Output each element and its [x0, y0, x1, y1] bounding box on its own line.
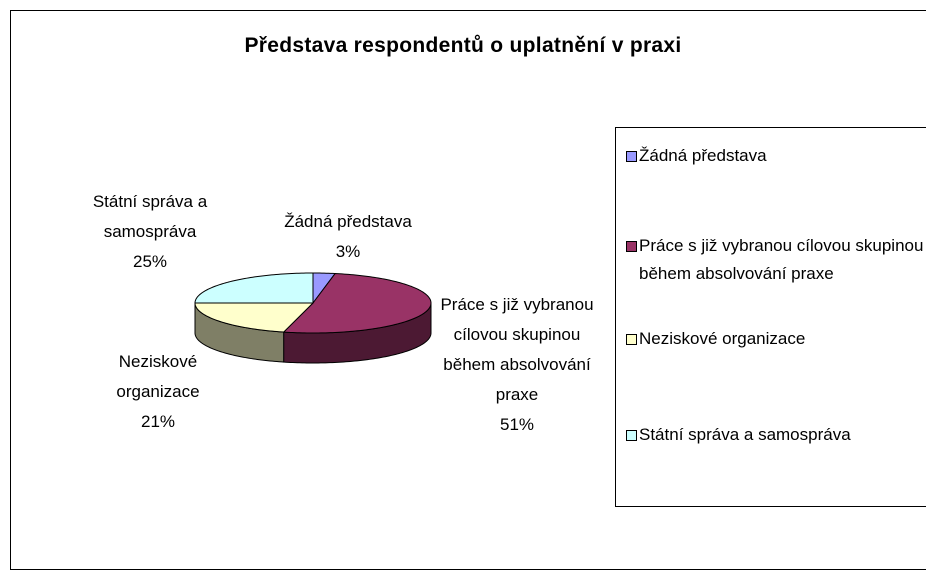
- legend-label: Žádná představa: [639, 146, 767, 165]
- data-label-value: 3%: [335, 242, 361, 261]
- legend-swatch: [626, 241, 637, 252]
- data-label-category: Práce s již vybranou cílovou skupinou bě…: [440, 295, 594, 404]
- pie-chart: [194, 272, 432, 364]
- data-label: Žádná představa 3%: [263, 207, 433, 267]
- data-label: Neziskové organizace 21%: [98, 347, 218, 437]
- legend: Žádná představa Práce s již vybranou cílo…: [615, 127, 926, 507]
- legend-swatch: [626, 151, 637, 162]
- legend-label: Neziskové organizace: [639, 329, 806, 348]
- page: Představa respondentů o uplatnění v prax…: [10, 10, 926, 570]
- legend-label: Státní správa a samospráva: [639, 425, 851, 444]
- data-label-value: 25%: [132, 252, 168, 271]
- data-label-value: 21%: [140, 412, 176, 431]
- slice: [194, 302, 315, 333]
- data-label-category: Neziskové organizace: [116, 352, 200, 401]
- data-label-value: 51%: [499, 415, 535, 434]
- slice: [282, 273, 432, 334]
- data-label-category: Státní správa a samospráva: [92, 192, 208, 241]
- slice: [194, 272, 314, 304]
- data-label: Státní správa a samospráva 25%: [70, 187, 230, 277]
- data-label-category: Žádná představa: [284, 212, 412, 231]
- chart-title: Představa respondentů o uplatnění v prax…: [244, 34, 682, 57]
- data-label: Práce s již vybranou cílovou skupinou bě…: [432, 290, 602, 440]
- legend-swatch: [626, 334, 637, 345]
- legend-swatch: [626, 430, 637, 441]
- legend-label: Práce s již vybranou cílovou skupinou bě…: [639, 236, 924, 283]
